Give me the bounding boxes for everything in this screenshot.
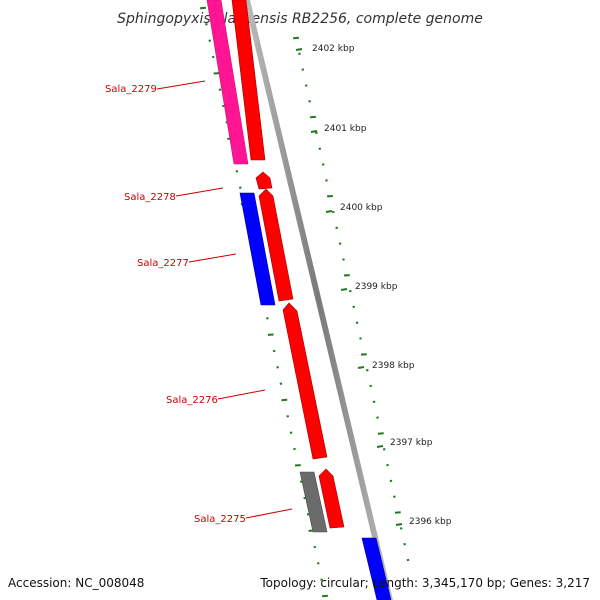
backbone-strand <box>244 0 393 600</box>
feature-cds-sala-2276[interactable] <box>282 302 328 460</box>
gene-label-sala-2277[interactable]: Sala_2277 <box>137 258 189 269</box>
gene-labels: Sala_2279 Sala_2278 Sala_2277 Sala_2276 … <box>105 80 293 525</box>
feature-cds-sala-2277-forward[interactable] <box>258 188 294 302</box>
gene-label-sala-2279[interactable]: Sala_2279 <box>105 84 157 95</box>
feature-cds-sala-2275[interactable] <box>299 471 328 533</box>
leader-line <box>156 80 206 90</box>
scale-labels: 2402 kbp 2401 kbp 2400 kbp 2399 kbp 2398… <box>312 44 452 527</box>
scale-label: 2401 kbp <box>324 124 367 134</box>
feature-cds-sala-2277[interactable] <box>239 192 276 306</box>
topology-text: Topology: circular; Length: 3,345,170 bp… <box>259 576 590 590</box>
scale-label-ticks <box>295 48 403 526</box>
leader-line <box>188 253 237 263</box>
genome-title: Sphingopyxis alaskensis RB2256, complete… <box>117 11 483 27</box>
feature-rna-sala-2279[interactable] <box>206 0 249 165</box>
feature-cds-sala-2275-forward[interactable] <box>318 468 345 529</box>
scale-label: 2397 kbp <box>390 438 433 448</box>
scale-label: 2400 kbp <box>340 203 383 213</box>
scale-label: 2398 kbp <box>372 361 415 371</box>
accession-text: Accession: NC_008048 <box>8 576 144 590</box>
leader-line <box>217 389 266 400</box>
feature-cds-next-reverse[interactable] <box>361 537 392 600</box>
feature-cds-sala-2279-forward[interactable] <box>231 0 266 161</box>
feature-cds-sala-2278[interactable] <box>255 171 273 190</box>
scale-label: 2396 kbp <box>409 517 452 527</box>
leader-line <box>245 508 293 519</box>
gene-label-sala-2275[interactable]: Sala_2275 <box>194 514 246 525</box>
tick-track-outer <box>293 36 410 562</box>
leader-line <box>175 187 224 197</box>
scale-label: 2402 kbp <box>312 44 355 54</box>
scale-label: 2399 kbp <box>355 282 398 292</box>
gene-label-sala-2276[interactable]: Sala_2276 <box>166 395 218 406</box>
gene-label-sala-2278[interactable]: Sala_2278 <box>124 192 176 203</box>
